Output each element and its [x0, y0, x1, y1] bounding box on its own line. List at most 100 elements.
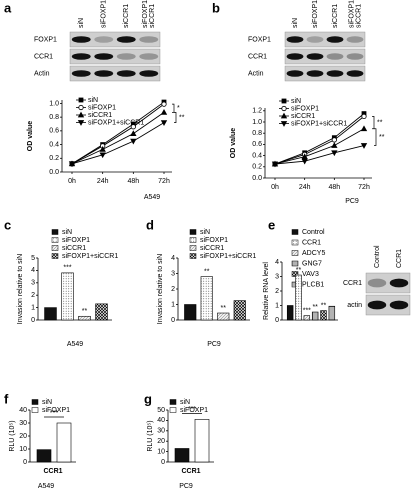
- marker: [281, 105, 287, 112]
- blot-band: [94, 70, 114, 77]
- marker: [301, 158, 308, 165]
- marker: [68, 161, 76, 168]
- y-tick-label: 10: [157, 448, 165, 455]
- y-axis-label: Invasion relative to siN: [17, 254, 24, 324]
- y-tick-label: 0.2: [252, 164, 262, 171]
- significance: **: [221, 305, 227, 312]
- bar: [61, 272, 74, 321]
- y-axis-label: Relative RNA level: [263, 262, 270, 320]
- blot-band: [326, 53, 344, 60]
- y-tick-label: 3: [31, 280, 35, 287]
- bar: [320, 310, 327, 321]
- blot-band: [326, 36, 344, 43]
- blot-lane-label: siCCR1: [355, 4, 362, 28]
- panel-label: d: [146, 217, 154, 232]
- blot-band: [286, 53, 304, 60]
- y-tick-label: 0: [23, 459, 27, 466]
- legend-label: siN: [62, 229, 72, 236]
- blot-lane-label: siFOXP1: [312, 0, 319, 28]
- blot-lane-label: siN: [292, 18, 299, 28]
- y-tick-label: 0.8: [252, 130, 262, 137]
- legend-label: siCCR1: [88, 112, 112, 119]
- marker: [77, 111, 85, 118]
- marker: [360, 125, 368, 132]
- x-tick-label: 24h: [299, 184, 311, 191]
- y-tick-label: 2: [275, 288, 279, 295]
- x-tick-label: 24h: [97, 178, 109, 185]
- legend-label: VAV3: [302, 271, 319, 278]
- blot-band: [367, 300, 387, 310]
- y-tick-label: 4: [275, 259, 279, 266]
- blot-band: [306, 36, 324, 43]
- blot-band: [116, 36, 136, 43]
- blot-band: [94, 36, 114, 43]
- blot-lane-label: siFOXP1/: [348, 0, 355, 28]
- y-tick-label: 0.4: [252, 152, 262, 159]
- blot-band: [286, 36, 304, 43]
- marker: [280, 121, 288, 127]
- bar: [184, 304, 197, 321]
- marker: [280, 112, 288, 119]
- x-axis-label: PC9: [207, 341, 221, 348]
- panel-label: e: [268, 217, 275, 232]
- marker: [331, 142, 338, 148]
- line: [274, 116, 365, 165]
- blot-band: [346, 36, 364, 43]
- y-tick-label: 1.0: [252, 119, 262, 126]
- y-tick-label: 0.6: [252, 141, 262, 148]
- blot-strip: [69, 31, 161, 48]
- legend-label: siFOXP1: [291, 105, 319, 112]
- y-tick-label: 50: [157, 407, 165, 414]
- marker: [331, 150, 338, 157]
- bar: [217, 312, 230, 321]
- marker: [271, 161, 279, 168]
- legend-label: siN: [291, 98, 301, 105]
- significance: **: [296, 267, 302, 274]
- legend-label: Control: [302, 229, 325, 236]
- panel-label: c: [4, 217, 11, 232]
- y-tick-label: 5: [31, 255, 35, 262]
- line: [274, 128, 365, 165]
- blot-strip: [284, 65, 366, 82]
- bar: [286, 305, 294, 321]
- y-tick-label: 4: [171, 255, 175, 262]
- blot-strip: [284, 31, 366, 48]
- y-tick-label: 0.4: [49, 141, 59, 148]
- blot-band: [306, 70, 324, 77]
- marker: [360, 143, 368, 149]
- y-tick-label: 2: [31, 292, 35, 299]
- legend-label: siFOXP1: [42, 407, 70, 414]
- y-tick-label: 30: [19, 420, 27, 427]
- blot-lane-label: siCCR1: [332, 4, 339, 28]
- blot-band: [306, 53, 324, 60]
- legend-swatch: [51, 237, 59, 243]
- blot-band: [367, 278, 387, 288]
- line: [274, 113, 365, 165]
- marker: [99, 152, 106, 159]
- x-tick-label: 72h: [358, 184, 370, 191]
- bar: [328, 305, 336, 321]
- legend-swatch: [189, 229, 197, 235]
- blot-band: [389, 278, 409, 288]
- significance: **: [204, 268, 210, 275]
- y-axis-label: Invasion relative to siN: [157, 254, 164, 324]
- bar: [174, 448, 190, 463]
- x-tick-label: CCR1: [43, 468, 62, 475]
- y-tick-label: 3: [171, 270, 175, 277]
- y-tick-label: 30: [157, 428, 165, 435]
- blot-strip: [365, 272, 411, 294]
- legend-swatch: [189, 245, 197, 251]
- legend-label: siN: [180, 399, 190, 406]
- panel-label: b: [212, 0, 220, 15]
- legend-label: siCCR1: [62, 245, 86, 252]
- bracket: [372, 116, 375, 130]
- blot-band: [116, 53, 136, 60]
- bar: [44, 307, 57, 321]
- blot-lane-label: siN: [78, 18, 85, 28]
- blot-band: [71, 70, 91, 77]
- significance: **: [379, 134, 385, 141]
- blot-strip: [365, 294, 411, 316]
- legend-label: siFOXP1: [88, 104, 116, 111]
- panel-label: a: [4, 0, 12, 15]
